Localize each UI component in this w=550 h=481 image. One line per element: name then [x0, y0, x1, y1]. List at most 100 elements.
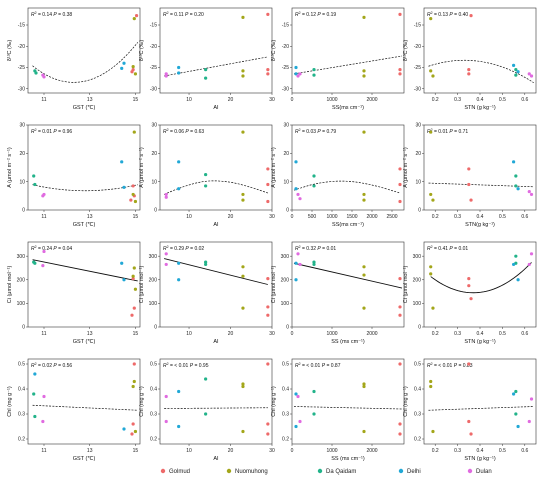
plot-frame	[291, 124, 405, 211]
plot-frame	[159, 124, 273, 211]
x-tick-label: 11	[41, 97, 46, 103]
x-axis-label: AI	[213, 339, 219, 345]
fit-curve	[430, 262, 532, 294]
y-tick-label: 10	[151, 179, 157, 185]
data-point	[122, 427, 126, 431]
fit-curve	[428, 182, 534, 188]
y-tick-label: 100	[413, 301, 422, 307]
y-tick-label: 0.4	[282, 387, 289, 393]
plot-frame	[27, 124, 141, 211]
panel-4: 11 13 15 0 10 20 30 GST (℃) A (μmol m⁻² s⁻¹) R2 =…	[7, 123, 141, 228]
x-tick-label: 30	[269, 97, 275, 103]
data-point	[312, 184, 316, 188]
data-point	[398, 305, 402, 309]
data-point	[131, 65, 135, 69]
fit-curve	[293, 180, 401, 194]
y-tick-label: 10	[283, 179, 289, 185]
y-tick-label: 0.3	[150, 412, 157, 418]
x-axis-label: SS (ms cm⁻¹)	[331, 456, 365, 462]
data-point	[177, 65, 181, 70]
x-tick-label: 13	[87, 448, 93, 454]
y-axis-label: δ¹³C (‰)	[7, 40, 13, 62]
x-tick-label: 0.3	[454, 97, 461, 103]
legend: Golmud Nuomuhong Da Qaidam Delhi Dulan	[160, 468, 492, 475]
legend-label: Nuomuhong	[235, 469, 268, 475]
y-tick-label: -25	[150, 65, 157, 71]
stats-label: R2 = 0.13 P = 0.40	[427, 11, 468, 18]
stats-label: R2 = 0.11 P = 0.20	[163, 11, 204, 18]
x-axis-label: AI	[213, 222, 219, 228]
y-tick-label: 0	[154, 325, 157, 331]
x-tick-label: 20	[228, 214, 234, 220]
data-point	[529, 252, 534, 256]
panel-5: 10 20 30 0 10 20 30 AI A (μmol m⁻² s⁻¹) R2 = 0.06…	[139, 123, 275, 228]
data-point	[429, 272, 433, 276]
fit-curve	[32, 42, 139, 83]
plot-frame	[423, 124, 537, 211]
fit-curve	[293, 262, 403, 289]
data-point	[312, 412, 316, 416]
stats-label: R2 = 0.24 P = 0.04	[31, 245, 72, 252]
y-tick-label: 20	[415, 151, 421, 157]
data-point	[42, 394, 46, 399]
x-axis-label: GST (℃)	[73, 105, 96, 111]
data-point	[266, 313, 270, 317]
y-axis-label: A (μmol m⁻² s⁻¹)	[7, 147, 13, 188]
stats-label: R2 = 0.41 P = 0.01	[427, 245, 468, 252]
legend-item: Nuomuhong	[226, 468, 268, 475]
data-point	[131, 192, 135, 197]
data-point	[131, 184, 135, 188]
data-point	[312, 174, 316, 178]
legend-marker	[467, 468, 473, 474]
y-tick-label: 0.5	[414, 362, 421, 368]
stats-label: R2 = < 0.01 P = 0.95	[163, 362, 209, 369]
y-tick-label: 10	[19, 179, 25, 185]
data-point	[132, 266, 136, 270]
y-tick-label: 0	[286, 325, 289, 331]
y-axis-label: Chl (mg g⁻¹)	[271, 386, 277, 417]
data-point	[120, 160, 124, 164]
data-point	[527, 419, 531, 424]
data-point	[469, 432, 473, 436]
x-tick-label: 0.6	[521, 448, 528, 454]
x-tick-label: 0.3	[454, 331, 461, 337]
data-point	[362, 306, 366, 310]
x-tick-label: 11	[41, 448, 46, 454]
fit-curve	[428, 406, 534, 411]
data-point	[130, 432, 134, 436]
panel-11: 0.2 0.3 0.4 0.5 0.6 0 100 200 300 STN (g kg⁻¹) Ci …	[403, 241, 537, 345]
x-tick-label: 0.6	[521, 214, 528, 220]
data-point	[241, 15, 245, 19]
x-tick-label: 0.4	[477, 448, 484, 454]
data-point	[398, 422, 402, 426]
fit-curve	[164, 56, 268, 77]
y-axis-label: Chl (mg g⁻¹)	[403, 386, 409, 417]
y-tick-label: 100	[149, 301, 158, 307]
y-axis-label: Chl (mg g⁻¹)	[7, 386, 13, 417]
data-point	[131, 384, 135, 389]
data-point	[32, 392, 36, 396]
y-tick-label: 300	[281, 254, 290, 260]
y-tick-label: 0	[418, 325, 421, 331]
data-point	[266, 362, 270, 366]
data-point	[241, 69, 245, 73]
data-point	[241, 192, 245, 197]
data-point	[294, 160, 298, 164]
y-tick-label: 300	[17, 254, 26, 260]
y-axis-label: Ci (μmol mol⁻¹)	[271, 266, 277, 304]
x-tick-label: 0.3	[454, 448, 461, 454]
y-tick-label: -15	[18, 23, 25, 29]
data-point	[362, 74, 366, 78]
plot-frame	[159, 241, 273, 328]
data-point	[516, 278, 520, 282]
data-point	[469, 14, 473, 18]
data-point	[131, 276, 135, 281]
data-point	[527, 189, 531, 194]
stats-label: R2 = 0.06 P = 0.63	[163, 128, 204, 135]
y-tick-label: 0.3	[414, 412, 421, 418]
data-point	[511, 63, 516, 67]
y-tick-label: -15	[150, 23, 157, 29]
x-tick-label: 0.6	[521, 331, 528, 337]
data-point	[467, 419, 471, 424]
